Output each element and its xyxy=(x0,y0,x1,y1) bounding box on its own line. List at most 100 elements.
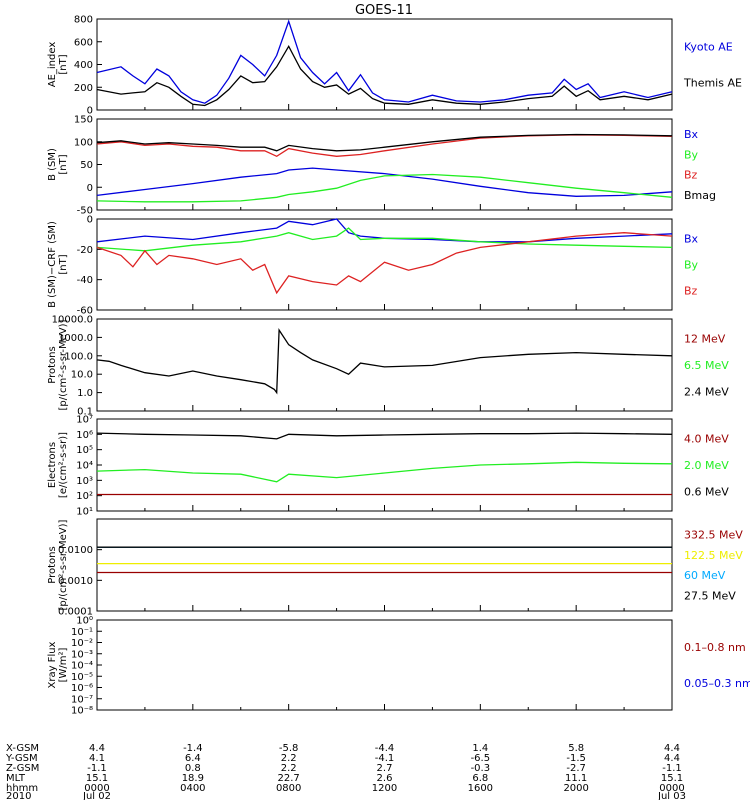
legend-entry: Bx xyxy=(684,233,699,246)
series-line xyxy=(96,232,673,295)
panel-3: -60 -40 -20 0 B (SM)−CRF (SM) [nT] Bx By Bz xyxy=(47,215,699,317)
axis-cell: -1.1 xyxy=(87,763,107,774)
y-tick-label: -60 xyxy=(77,306,93,317)
axis-cell: 6.8 xyxy=(472,773,488,784)
panel-frame xyxy=(96,518,673,612)
axis-row-label: Z-GSM xyxy=(6,763,39,774)
legend-entry: Bmag xyxy=(684,189,716,202)
panel-frame xyxy=(96,619,673,711)
axis-cell: 0800 xyxy=(276,783,301,794)
legend-entry: 0.6 MeV xyxy=(684,485,729,498)
y-tick-label: 10⁶ xyxy=(76,430,93,441)
y-tick-label: 0 xyxy=(87,215,93,226)
legend-entry: 12 MeV xyxy=(684,333,726,346)
axis-cell: 0000 xyxy=(659,783,684,794)
y-tick-label: 10⁻⁸ xyxy=(71,706,93,717)
legend-entry: Bx xyxy=(684,128,699,141)
legend-entry: 0.05–0.3 nm xyxy=(684,677,750,690)
y-tick-label: 0.1 xyxy=(77,407,93,418)
y-tick-label: 10¹ xyxy=(76,507,93,518)
series-line xyxy=(96,134,673,158)
y-axis-label: [nT] xyxy=(58,154,69,174)
y-tick-label: 1.0 xyxy=(77,388,93,399)
axis-cell: Jul 03 xyxy=(657,791,686,800)
legend-entry: 2.4 MeV xyxy=(684,385,729,398)
y-tick-label: 10⁻⁷ xyxy=(71,694,93,705)
legend-entry: 332.5 MeV xyxy=(684,528,743,541)
series-line xyxy=(96,432,673,440)
panel-frame xyxy=(96,18,673,111)
axis-cell: 5.8 xyxy=(568,743,584,754)
axis-cell: 1200 xyxy=(372,783,397,794)
series-line xyxy=(96,328,673,395)
y-axis-label: [W/m²] xyxy=(58,647,69,682)
y-tick-label: 0 xyxy=(87,106,93,117)
panel-2: -50 0 50 100 150 B (SM) [nT] Bx By Bz Bmag xyxy=(47,115,716,217)
axis-cell: 2.6 xyxy=(377,773,393,784)
y-tick-label: 10⁵ xyxy=(76,445,93,456)
axis-cell: 18.9 xyxy=(182,773,204,784)
legend-entry: Bz xyxy=(684,285,698,298)
legend-entry: 2.0 MeV xyxy=(684,459,729,472)
y-tick-label: 10⁻¹ xyxy=(71,627,93,638)
y-axis-label: [p/(cm²-s-sr-MeV)] xyxy=(58,519,69,610)
axis-cell: 15.1 xyxy=(661,773,683,784)
axis-cell: Jul 02 xyxy=(82,791,111,800)
series-line xyxy=(96,218,673,243)
axis-cell: 0400 xyxy=(180,783,205,794)
legend-entry: By xyxy=(684,259,699,272)
axis-cell: 1600 xyxy=(468,783,493,794)
axis-row-label: MLT xyxy=(6,773,26,784)
y-tick-label: 10.0 xyxy=(71,370,93,381)
legend-entry: Bz xyxy=(684,169,698,182)
y-axis-label: B (SM)−CRF (SM) xyxy=(47,221,58,308)
y-tick-label: 0 xyxy=(87,183,93,194)
y-axis-label: [e/(cm²-s-sr)] xyxy=(58,432,69,498)
axis-cell: -2.7 xyxy=(566,763,586,774)
legend-entry: 60 MeV xyxy=(684,569,726,582)
axis-cell: 4.4 xyxy=(664,753,680,764)
y-tick-label: 0.0001 xyxy=(58,607,93,618)
axis-cell: -1.4 xyxy=(183,743,203,754)
legend-entry: 6.5 MeV xyxy=(684,359,729,372)
y-tick-label: -50 xyxy=(77,206,93,217)
y-tick-label: 200 xyxy=(74,83,93,94)
panel-4: 0.1 1.0 10.0 100.0 1000.0 10000.0 Protons [p/(c… xyxy=(47,315,729,418)
y-tick-label: -20 xyxy=(77,245,93,256)
y-tick-label: 10⁴ xyxy=(76,461,93,472)
y-axis-label: B (SM) xyxy=(47,148,58,181)
legend-entry: Themis AE xyxy=(683,77,742,90)
y-axis-label: AE_index xyxy=(47,42,58,88)
panel-frame xyxy=(96,218,673,311)
axis-cell: 1.4 xyxy=(472,743,488,754)
panel-frame xyxy=(96,318,673,412)
y-tick-label: 10³ xyxy=(76,476,93,487)
axis-cell: 2.7 xyxy=(377,763,393,774)
series-line xyxy=(96,173,673,203)
axis-cell: -1.1 xyxy=(662,763,682,774)
y-tick-label: -40 xyxy=(77,275,93,286)
y-tick-label: 800 xyxy=(74,15,93,26)
y-axis-label: Xray Flux xyxy=(47,641,58,688)
axis-cell: 0000 xyxy=(84,783,109,794)
series-line xyxy=(96,461,673,483)
y-tick-label: 100 xyxy=(74,137,93,148)
series-line xyxy=(96,167,673,197)
y-tick-label: 10⁻⁶ xyxy=(71,683,93,694)
y-axis-label: Electrons xyxy=(47,442,58,488)
series-line xyxy=(96,44,673,107)
series-line xyxy=(96,133,673,152)
axis-cell: 15.1 xyxy=(86,773,108,784)
legend-entry: Kyoto AE xyxy=(684,40,733,53)
series-line xyxy=(96,19,673,104)
y-axis-label: Protons xyxy=(47,546,58,583)
panel-5: 10¹ 10² 10³ 10⁴ 10⁵ 10⁶ 10⁷ Electrons [e/(cm²-s-… xyxy=(47,415,729,518)
y-axis-label: [nT] xyxy=(58,54,69,74)
legend-entry: 27.5 MeV xyxy=(684,590,736,603)
axis-cell: 0.8 xyxy=(185,763,201,774)
y-tick-label: 0.0100 xyxy=(58,545,93,556)
